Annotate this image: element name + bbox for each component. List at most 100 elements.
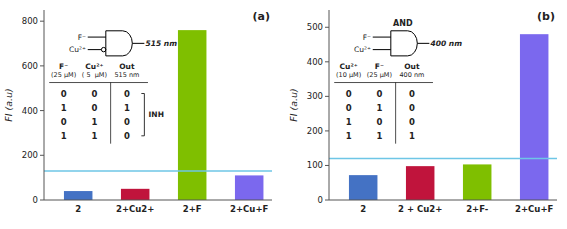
gate-label: AND (393, 19, 413, 28)
y-tick (40, 155, 44, 156)
plot-area (329, 34, 557, 200)
y-tick-label: 100 (307, 160, 323, 170)
bar (349, 175, 378, 200)
threshold-line (329, 158, 557, 160)
table-cell: 1 (376, 103, 382, 113)
y-tick-label: 600 (22, 61, 38, 71)
x-axis (329, 200, 557, 201)
panel-label: (a) (253, 10, 270, 23)
y-axis (329, 10, 330, 200)
table-cell: 1 (61, 131, 67, 141)
x-tick-label: 2+Cu+F (515, 204, 553, 214)
table-brace (141, 135, 144, 136)
gate-input (373, 37, 391, 38)
y-tick (325, 61, 329, 62)
logic-inset: ANDF⁻Cu²⁺400 nmCu²⁺F⁻Out(10 μM)(25 μM)40… (334, 19, 462, 144)
table-cell: 1 (346, 117, 352, 127)
y-tick (40, 110, 44, 111)
table-header: F⁻ (59, 62, 68, 71)
x-axis (44, 200, 272, 201)
y-tick (325, 165, 329, 166)
table-cell: 0 (124, 117, 130, 127)
panel: 0 200 400 600 800 2 2+Cu2+ 2+F 2+Cu+F FI (a.u) (a)… (3, 10, 272, 214)
table-cell: 0 (409, 89, 415, 99)
table-header: Out (119, 62, 135, 71)
table-rule (334, 82, 433, 83)
table-header-unit: 515 nm (114, 71, 139, 79)
table-header-unit: (25 μM) (51, 71, 76, 79)
y-tick (325, 130, 329, 131)
logic-inset: F⁻Cu²⁺515 nmF⁻Cu²⁺Out(25 μM)( 5 μM)515 n… (49, 31, 177, 144)
table-rule (110, 83, 111, 144)
gate-input (88, 49, 102, 50)
table-cell: 1 (346, 131, 352, 141)
table-cell: 1 (61, 103, 67, 113)
y-tick (40, 200, 44, 201)
table-cell: 1 (91, 117, 97, 127)
table-cell: 0 (409, 103, 415, 113)
table-header-unit: (25 μM) (367, 71, 392, 79)
x-tick-label: 2+Cu+F (230, 204, 268, 214)
y-tick-label: 200 (307, 126, 323, 136)
bar (235, 175, 264, 200)
gate-body (106, 31, 132, 56)
y-axis-label: FI (a.u) (288, 88, 299, 122)
table-brace (144, 94, 145, 136)
y-tick-label: 400 (22, 106, 38, 116)
x-tick-label: 2 + Cu2+ (398, 204, 442, 214)
table-cell: 1 (91, 131, 97, 141)
table-cell: 1 (124, 103, 130, 113)
y-tick (40, 21, 44, 22)
gate-input-label: F⁻ (78, 33, 86, 42)
table-rule (49, 82, 148, 83)
panel: 010020030040050022 + Cu2+2+F-2+Cu+FFI (a… (288, 10, 557, 214)
table-cell: 0 (346, 89, 352, 99)
y-axis-label: FI (a.u) (3, 88, 14, 122)
table-cell: 0 (91, 89, 97, 99)
y-tick (325, 200, 329, 201)
gate-body (391, 31, 417, 56)
table-cell: 0 (124, 131, 130, 141)
table-cell: 0 (61, 117, 67, 127)
negation-bubble (101, 47, 105, 51)
figure: 0 200 400 600 800 2 2+Cu2+ 2+F 2+Cu+F FI (a.u) (a)… (0, 0, 567, 229)
table-cell: 0 (346, 103, 352, 113)
y-axis (44, 10, 45, 200)
gate-input-label: Cu²⁺ (69, 45, 86, 54)
bar (178, 30, 207, 200)
table-cell: 0 (376, 89, 382, 99)
x-tick-label: 2+F- (466, 204, 489, 214)
gate-output (132, 43, 144, 44)
gate-input (88, 37, 106, 38)
y-tick-label: 500 (307, 22, 323, 32)
bar (121, 189, 150, 200)
y-tick-label: 200 (22, 150, 38, 160)
gate-input-label: F⁻ (363, 33, 371, 42)
gate-input-label: Cu²⁺ (354, 45, 371, 54)
table-header: F⁻ (375, 62, 384, 71)
table-cell: 0 (91, 103, 97, 113)
x-tick-label: 2 (75, 204, 81, 214)
table-header: Out (404, 62, 420, 71)
table-cell: 1 (376, 131, 382, 141)
threshold-line (44, 170, 272, 172)
y-tick-label: 300 (307, 91, 323, 101)
bar (463, 164, 492, 200)
table-cell: 1 (409, 131, 415, 141)
gate-output (417, 43, 429, 44)
y-tick-label: 800 (22, 16, 38, 26)
table-cell: 0 (409, 117, 415, 127)
gate-output-label: 400 nm (431, 39, 463, 48)
table-header-unit: 400 nm (399, 71, 424, 79)
y-tick (325, 27, 329, 28)
x-tick-label: 2+F (183, 204, 202, 214)
y-tick-label: 0 (318, 195, 323, 205)
table-brace (141, 93, 144, 94)
y-tick (40, 65, 44, 66)
plot-area (44, 30, 272, 200)
table-cell: 0 (376, 117, 382, 127)
table-header: Cu²⁺ (340, 62, 358, 71)
table-cell: 0 (61, 89, 67, 99)
y-tick-label: 400 (307, 57, 323, 67)
x-tick-label: 2+Cu2+ (116, 204, 154, 214)
